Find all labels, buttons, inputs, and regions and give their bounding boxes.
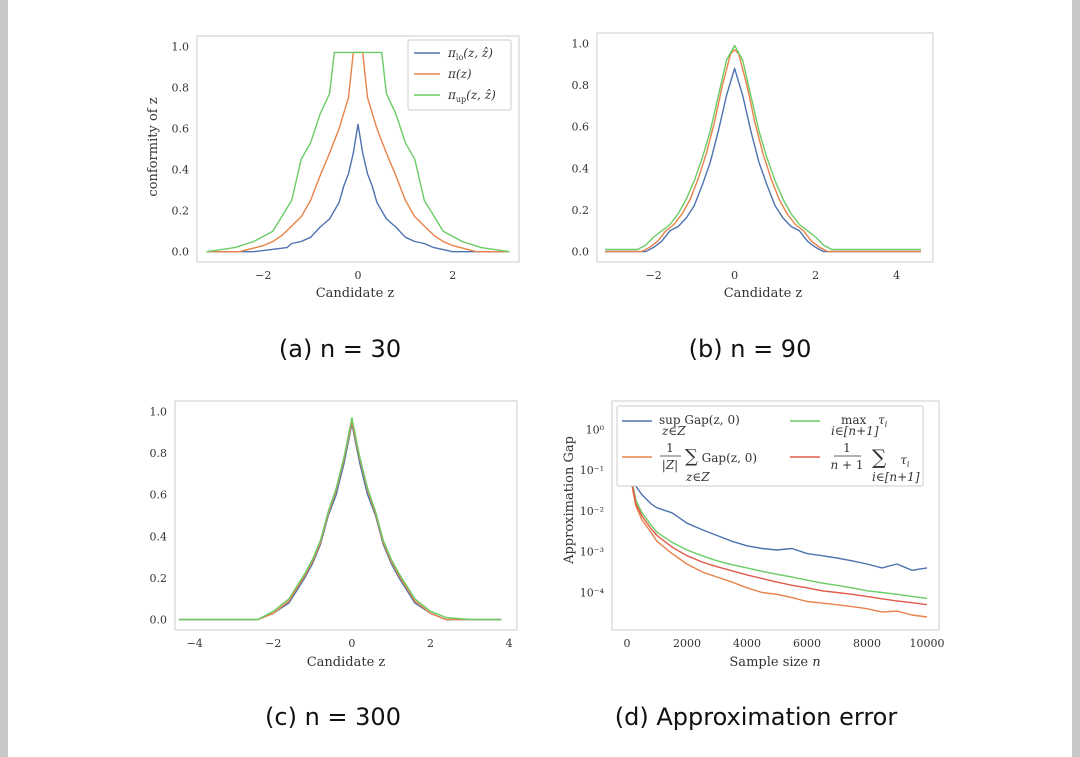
series-line-d-0 — [626, 409, 928, 571]
y-tick-label-d-2: 10⁻² — [580, 505, 604, 518]
y-tick-label-b-2: 0.4 — [572, 162, 590, 175]
series-line-b-0 — [605, 67, 921, 253]
x-tick-label-d-3: 6000 — [793, 637, 821, 650]
legend-sub-max: i∈[n+1] — [831, 424, 879, 438]
series-line-b-1 — [605, 49, 921, 253]
y-tick-label-d-0: 10⁻⁴ — [580, 586, 605, 599]
x-tick-label-c-3: 2 — [427, 637, 434, 650]
plot-frame-b — [596, 32, 934, 263]
chart-marks-c — [178, 417, 502, 621]
x-tick-label-d-4: 8000 — [853, 637, 881, 650]
y-tick-label-c-0: 0.0 — [150, 614, 168, 627]
y-tick-label-d-4: 10⁰ — [586, 423, 605, 436]
figure-canvas: −2 0 2 0.0 0.2 0.4 0.6 0.8 1.0 Candidate z confo… — [146, 32, 945, 731]
figure-page: −2 0 2 0.0 0.2 0.4 0.6 0.8 1.0 Candidate z confo… — [8, 0, 1072, 757]
x-tick-label-b-3: 4 — [893, 269, 900, 282]
series-line-d-2 — [626, 429, 928, 599]
x-tick-label-b-1: 0 — [731, 269, 738, 282]
legend-label-pi-lo: πlo(z, ẑ) — [447, 46, 493, 62]
chart-marks-a — [206, 51, 510, 253]
legend-sub-sup: z∈Z — [661, 424, 686, 438]
x-axis-label-d: Sample size n — [729, 655, 820, 670]
y-axis-label-d: Approximation Gap — [562, 436, 577, 565]
y-axis-label-a: conformity of z — [146, 97, 161, 196]
y-tick-label-d-1: 10⁻³ — [580, 546, 604, 559]
x-tick-label-d-2: 4000 — [733, 637, 761, 650]
y-tick-label-b-5: 1.0 — [572, 37, 590, 50]
plot-frame-c — [174, 400, 518, 631]
legend-a: πlo(z, ẑ) π(z) πup(z, ẑ) — [407, 39, 512, 111]
y-tick-label-b-3: 0.6 — [572, 121, 590, 134]
panel-d: 0 2000 4000 6000 8000 10000 10⁻⁴ 10⁻³ 10⁻² 10⁻¹ 10… — [562, 400, 945, 731]
caption-c: (c) n = 300 — [265, 703, 401, 731]
y-tick-label-a-3: 0.6 — [172, 122, 190, 135]
x-tick-label-b-2: 2 — [812, 269, 819, 282]
y-tick-label-b-0: 0.0 — [572, 246, 590, 259]
x-tick-label-d-5: 10000 — [910, 637, 945, 650]
series-line-d-3 — [626, 431, 928, 606]
tick-labels-a: −2 0 2 0.0 0.2 0.4 0.6 0.8 1.0 — [172, 40, 457, 282]
caption-b: (b) n = 90 — [689, 335, 812, 363]
x-tick-label-c-4: 4 — [506, 637, 513, 650]
series-line-a-2 — [206, 51, 510, 253]
y-tick-label-c-1: 0.2 — [150, 572, 168, 585]
y-tick-label-c-5: 1.0 — [150, 405, 168, 418]
y-tick-label-a-5: 1.0 — [172, 40, 190, 53]
x-tick-label-a-2: 2 — [449, 269, 456, 282]
legend-label-pi: π(z) — [447, 67, 472, 81]
legend-label-mean-tau-num: 1 — [843, 441, 851, 455]
y-tick-label-d-3: 10⁻¹ — [580, 464, 604, 477]
y-tick-label-b-1: 0.2 — [572, 204, 590, 217]
x-axis-label-a: Candidate z — [316, 286, 395, 301]
tick-labels-b: −2 0 2 4 0.0 0.2 0.4 0.6 0.8 1.0 — [572, 37, 901, 282]
y-tick-label-c-2: 0.4 — [150, 530, 168, 543]
x-tick-label-c-0: −4 — [187, 637, 203, 650]
x-tick-label-c-1: −2 — [265, 637, 281, 650]
y-tick-label-c-4: 0.8 — [150, 447, 168, 460]
legend-label-sup-gap: sup Gap(z, 0) — [659, 413, 740, 427]
legend-sub-mean-gap: z∈Z — [685, 470, 710, 484]
legend-box-a — [407, 39, 512, 111]
legend-label-mean-gap-den: |Z| — [662, 458, 678, 472]
panel-c: −4 −2 0 2 4 0.0 0.2 0.4 0.6 0.8 1.0 Candidate z (c… — [150, 400, 518, 731]
series-line-d-1 — [626, 429, 928, 618]
x-tick-label-a-0: −2 — [255, 269, 271, 282]
legend-sub-mean-tau: i∈[n+1] — [872, 470, 920, 484]
series-line-b-2 — [605, 44, 921, 251]
chart-marks-d — [626, 409, 928, 618]
x-axis-label-c: Candidate z — [307, 655, 386, 670]
legend-label-mean-tau: ∑ τi — [872, 445, 910, 469]
legend-label-mean-gap: ∑ Gap(z, 0) — [685, 446, 757, 467]
plot-frame-d — [611, 400, 940, 631]
legend-box-d — [616, 405, 924, 487]
y-tick-label-c-3: 0.6 — [150, 489, 168, 502]
series-line-c-2 — [178, 417, 502, 621]
y-tick-label-b-4: 0.8 — [572, 79, 590, 92]
caption-a: (a) n = 30 — [279, 335, 401, 363]
x-tick-label-d-0: 0 — [624, 637, 631, 650]
series-line-c-1 — [178, 421, 502, 621]
legend-label-pi-up: πup(z, ẑ) — [447, 88, 496, 104]
series-line-c-0 — [178, 423, 502, 621]
y-tick-label-a-0: 0.0 — [172, 246, 190, 259]
x-axis-label-b: Candidate z — [724, 286, 803, 301]
y-tick-label-a-1: 0.2 — [172, 205, 190, 218]
y-tick-label-a-4: 0.8 — [172, 81, 190, 94]
x-tick-label-b-0: −2 — [646, 269, 662, 282]
tick-labels-d: 0 2000 4000 6000 8000 10000 10⁻⁴ 10⁻³ 10⁻² 10⁻¹ 10… — [580, 423, 945, 650]
chart-marks-b — [605, 44, 921, 253]
legend-d: sup Gap(z, 0) z∈Z max τi i∈[n+1] 1 |Z| ∑… — [616, 405, 924, 487]
tick-labels-c: −4 −2 0 2 4 0.0 0.2 0.4 0.6 0.8 1.0 — [150, 405, 513, 650]
x-tick-label-a-1: 0 — [355, 269, 362, 282]
caption-d: (d) Approximation error — [615, 703, 898, 731]
panel-a: −2 0 2 0.0 0.2 0.4 0.6 0.8 1.0 Candidate z confo… — [146, 35, 520, 363]
legend-label-mean-tau-den: n + 1 — [830, 458, 863, 472]
y-tick-label-a-2: 0.4 — [172, 164, 190, 177]
x-tick-label-c-2: 0 — [348, 637, 355, 650]
x-tick-label-d-1: 2000 — [673, 637, 701, 650]
panel-b: −2 0 2 4 0.0 0.2 0.4 0.6 0.8 1.0 Candidate z (b) … — [572, 32, 934, 363]
plot-frame-a — [196, 35, 520, 263]
series-line-a-0 — [206, 123, 510, 253]
legend-label-mean-gap-num: 1 — [666, 441, 674, 455]
